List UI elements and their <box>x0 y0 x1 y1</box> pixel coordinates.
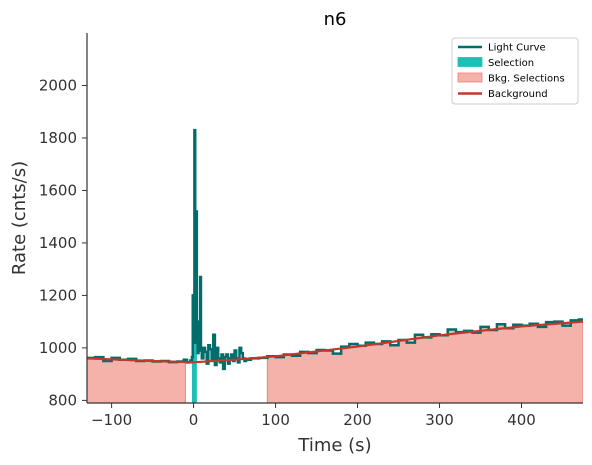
y-tick-label: 1400 <box>39 234 77 252</box>
background-model-line <box>87 320 583 364</box>
y-tick-label: 1200 <box>39 286 77 304</box>
axes: −100 0 100 200 300 400 800 1000 1200 1400 1600 1800… <box>39 33 583 429</box>
x-tick-label: 0 <box>189 411 199 429</box>
y-tick-label: 800 <box>48 391 77 409</box>
y-tick-label: 1000 <box>39 339 77 357</box>
x-tick-label: 400 <box>507 411 536 429</box>
y-tick-label: 1600 <box>39 181 77 199</box>
legend-swatch-patch <box>457 57 483 67</box>
x-tick-label: 200 <box>343 411 372 429</box>
light-curve-series <box>87 128 583 371</box>
x-axis-label: Time (s) <box>297 435 371 456</box>
chart-title: n6 <box>324 9 347 30</box>
legend-label: Background <box>488 89 548 100</box>
x-tick-label: 100 <box>261 411 290 429</box>
legend-label: Light Curve <box>488 43 546 54</box>
bkg-selection-1 <box>266 319 583 403</box>
legend: Light Curve Selection Bkg. Selections Backg… <box>451 37 579 105</box>
legend-label: Selection <box>488 58 534 69</box>
y-tick-label: 2000 <box>39 76 77 94</box>
plot-area <box>87 128 583 403</box>
x-tick-label: 300 <box>425 411 454 429</box>
legend-swatch-patch <box>457 72 483 83</box>
plot-clip-group <box>87 128 583 403</box>
legend-box <box>451 37 579 105</box>
bkg-selection-0 <box>87 356 186 403</box>
y-tick-label: 1800 <box>39 129 77 147</box>
legend-label: Bkg. Selections <box>488 74 565 85</box>
y-axis-label: Rate (cnts/s) <box>9 161 30 275</box>
x-tick-label: −100 <box>91 411 132 429</box>
